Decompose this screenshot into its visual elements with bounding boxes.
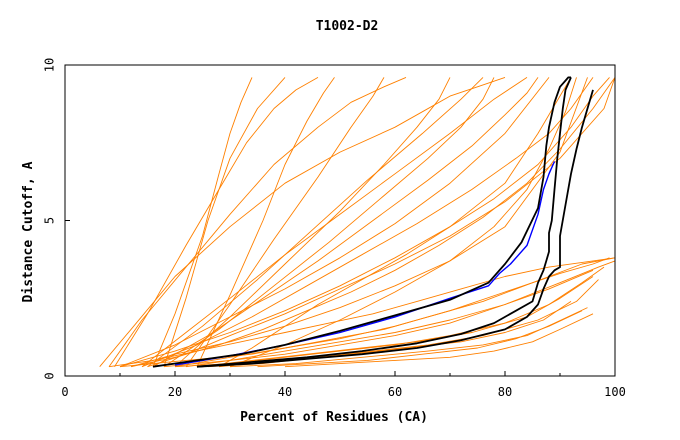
x-tick-label: 80	[498, 385, 512, 399]
y-tick-label: 5	[43, 217, 57, 224]
series-line-model-04	[119, 77, 550, 368]
x-tick-label: 60	[388, 385, 402, 399]
series-line-model-20	[284, 313, 594, 368]
series-line-model-10	[163, 77, 286, 367]
x-tick-label: 40	[278, 385, 292, 399]
series-line-model-23	[141, 77, 594, 368]
x-tick-label: 100	[604, 385, 626, 399]
series-line-model-03	[114, 77, 319, 367]
series-line-model-24	[152, 77, 539, 368]
series-line-model-22	[130, 77, 616, 368]
series-line-model-01	[99, 76, 506, 367]
series-line-model-30	[229, 77, 577, 368]
axes-layer: 0 20 40 60 80 100 0 5 10	[43, 58, 626, 399]
series-line-model-06	[130, 77, 588, 368]
series-line-model-26	[174, 77, 451, 368]
series-line-model-19	[257, 310, 583, 368]
series-layer	[99, 76, 616, 368]
series-line-model-18	[229, 307, 588, 368]
series-line-model-32	[108, 257, 616, 368]
series-line-reference-2	[196, 77, 572, 368]
series-line-model-25	[163, 77, 495, 368]
y-tick-label: 0	[43, 372, 57, 379]
x-tick-label: 20	[168, 385, 182, 399]
series-line-model-27	[185, 77, 385, 367]
series-line-model-12	[163, 260, 616, 368]
y-tick-label: 10	[43, 58, 57, 72]
series-line-model-08	[147, 77, 484, 368]
series-line-model-29	[218, 77, 610, 368]
series-line-model-28	[196, 77, 335, 367]
series-line-model-14	[174, 266, 605, 368]
series-line-model-15	[196, 276, 594, 368]
series-line-model-07	[141, 77, 528, 368]
series-line-reference-3	[196, 89, 594, 368]
series-line-model-02	[108, 76, 407, 367]
y-axis-label: Distance Cutoff, A	[21, 161, 36, 302]
x-tick-label: 0	[61, 385, 68, 399]
x-axis-label: Percent of Residues (CA)	[240, 410, 428, 425]
chart-title: T1002-D2	[316, 19, 379, 34]
series-line-model-21	[147, 77, 616, 368]
series-line-reference-1	[152, 76, 571, 368]
series-line-model-09	[152, 77, 253, 367]
